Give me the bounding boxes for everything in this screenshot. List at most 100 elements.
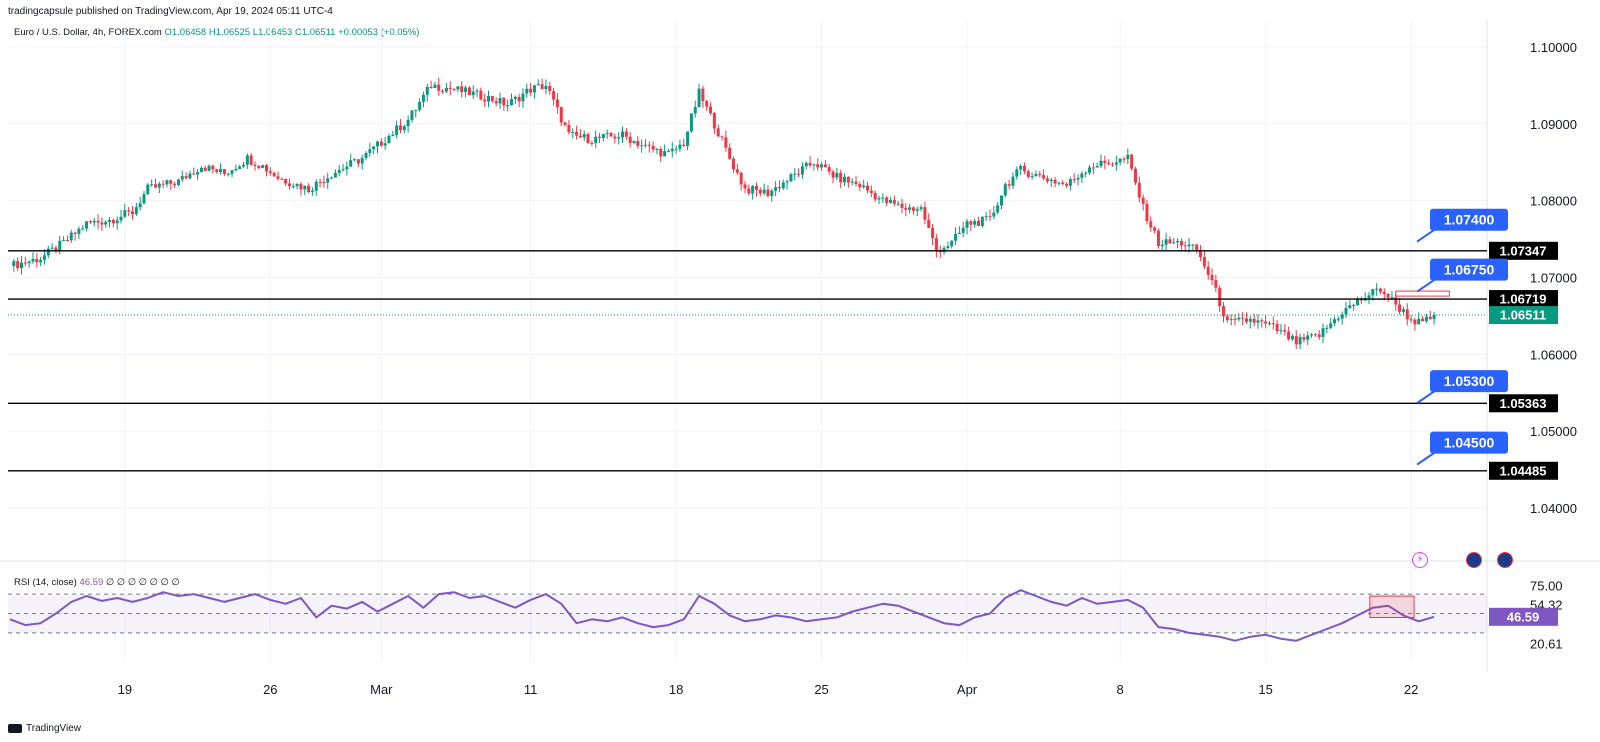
candle-body (571, 131, 575, 133)
candle-body (1424, 316, 1428, 322)
candle-body (1057, 182, 1061, 184)
candle-body (161, 183, 165, 185)
candle-body (831, 171, 835, 178)
candle-body (134, 207, 138, 215)
x-tick-label: Apr (957, 682, 978, 697)
candle-body (1172, 242, 1176, 244)
price-callout-label: 1.06750 (1444, 262, 1495, 278)
candle-body (965, 221, 969, 228)
candle-body (268, 171, 272, 173)
rsi-pane (8, 589, 1487, 642)
candle-body (245, 155, 249, 165)
price-callout (1430, 258, 1508, 281)
candle-body (961, 227, 965, 233)
candle-body (1065, 184, 1069, 186)
candle-body (42, 255, 46, 260)
candle-body (35, 259, 39, 263)
x-tick-label: 11 (524, 682, 538, 697)
candle-body (448, 87, 452, 89)
ohlc-legend: Euro / U.S. Dollar, 4h, FOREX.com O1.064… (14, 27, 419, 38)
candle-body (632, 140, 636, 144)
candle-body (1210, 274, 1214, 281)
candle-body (892, 199, 896, 204)
flag-icon[interactable] (1466, 552, 1482, 568)
candle-body (1042, 175, 1046, 179)
candle-body (1244, 318, 1248, 322)
symbol-label[interactable]: Euro / U.S. Dollar, 4h, FOREX.com (14, 27, 162, 38)
candle-body (19, 262, 23, 269)
candle-body (609, 133, 613, 137)
grid-lines (8, 20, 1487, 662)
candle-body (1394, 297, 1398, 305)
candle-body (1378, 288, 1382, 292)
candle-body (27, 261, 31, 264)
price-callout-label: 1.05300 (1444, 373, 1495, 389)
candle-body (1191, 244, 1195, 246)
candle-body (552, 91, 556, 100)
x-tick-label: 18 (669, 682, 683, 697)
candle-body (1279, 330, 1283, 332)
candle-body (1091, 167, 1095, 169)
price-callout-label: 1.04500 (1444, 435, 1495, 451)
candle-body (310, 190, 314, 192)
candle-body (1080, 173, 1084, 178)
candle-body (743, 184, 747, 189)
rsi-title[interactable]: RSI (14, close) (14, 577, 77, 588)
candle-body (100, 222, 104, 225)
candle-body (150, 184, 154, 186)
lightning-icon[interactable]: ⚡ (1412, 552, 1428, 568)
candle-body (682, 144, 686, 146)
candle-body (16, 261, 20, 269)
candle-body (705, 101, 709, 107)
candle-body (800, 166, 804, 175)
candle-body (475, 90, 479, 92)
candle-body (770, 190, 774, 197)
candle-body (869, 190, 873, 193)
candle-body (1405, 309, 1409, 320)
candle-body (946, 246, 950, 249)
candle-body (590, 142, 594, 144)
candle-body (169, 180, 173, 184)
candle-body (1252, 318, 1256, 323)
candle-body (578, 135, 582, 138)
candle-body (142, 194, 146, 204)
candle-body (927, 219, 931, 228)
candle-body (621, 131, 624, 138)
candle-body (850, 181, 854, 183)
level-price-tag-label: 1.04485 (1500, 463, 1547, 478)
candle-body (123, 210, 127, 217)
candle-body (490, 96, 494, 102)
candle-body (785, 181, 789, 183)
candle-body (509, 99, 513, 106)
brand-label: TradingView (26, 723, 82, 734)
candle-body (1264, 321, 1268, 324)
candle-body (919, 207, 923, 210)
candle-body (651, 145, 655, 150)
candle-body (1287, 331, 1291, 340)
candle-body (1137, 182, 1141, 198)
candle-body (999, 195, 1003, 206)
candle-body (1156, 230, 1160, 247)
candle-body (345, 166, 349, 170)
candle-body (157, 183, 161, 188)
footer-brand[interactable]: TradingView (8, 723, 81, 734)
candle-body (1011, 176, 1015, 186)
candle-body (1038, 173, 1042, 176)
candle-body (1095, 166, 1099, 168)
flag-icon[interactable] (1497, 552, 1513, 568)
candle-body (900, 203, 904, 208)
candles (12, 77, 1436, 350)
candle-body (165, 180, 169, 185)
candle-body (1302, 337, 1306, 340)
candle-body (353, 159, 357, 161)
candle-body (789, 174, 793, 182)
candle-body (1019, 165, 1023, 170)
candle-body (1267, 323, 1271, 325)
x-tick-label: 8 (1117, 682, 1124, 697)
candle-body (835, 173, 839, 178)
candle-body (984, 216, 988, 218)
candle-body (1294, 336, 1298, 345)
candle-body (904, 207, 908, 210)
candle-body (735, 169, 739, 173)
